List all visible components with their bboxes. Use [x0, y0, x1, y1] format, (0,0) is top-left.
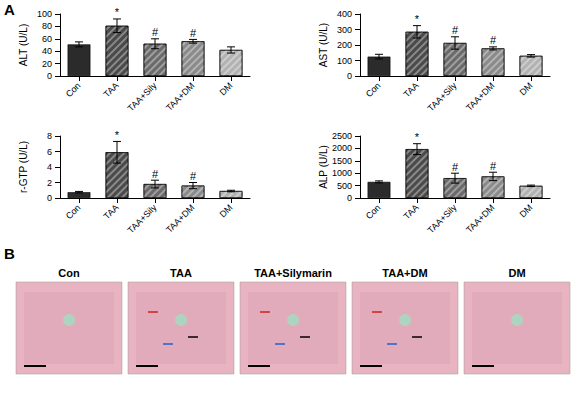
svg-text:#: # — [452, 161, 459, 173]
svg-text:A: A — [4, 1, 15, 18]
svg-text:B: B — [4, 245, 15, 262]
svg-text:#: # — [490, 160, 497, 172]
svg-text:TAA+DM: TAA+DM — [382, 267, 427, 279]
svg-text:DM: DM — [518, 202, 535, 219]
svg-text:60: 60 — [42, 34, 52, 44]
svg-text:Con: Con — [64, 202, 83, 221]
svg-text:TAA+Sily: TAA+Sily — [126, 80, 159, 113]
svg-text:AST (U/L): AST (U/L) — [318, 23, 329, 67]
svg-text:*: * — [115, 6, 120, 18]
svg-text:TAA+Sily: TAA+Sily — [426, 80, 459, 113]
svg-text:400: 400 — [337, 9, 352, 19]
svg-text:#: # — [452, 24, 459, 36]
svg-text:TAA+Silymarin: TAA+Silymarin — [254, 267, 332, 279]
svg-text:TAA+DM: TAA+DM — [464, 80, 497, 113]
svg-text:#: # — [190, 27, 197, 39]
svg-text:2500: 2500 — [332, 131, 352, 141]
svg-text:TAA: TAA — [102, 202, 121, 221]
svg-text:Con: Con — [364, 80, 383, 99]
svg-text:TAA+Sily: TAA+Sily — [426, 202, 459, 235]
svg-text:DM: DM — [218, 202, 235, 219]
svg-text:TAA: TAA — [102, 80, 121, 99]
svg-text:0: 0 — [347, 71, 352, 81]
svg-text:*: * — [115, 129, 120, 141]
svg-text:TAA: TAA — [402, 80, 421, 99]
svg-text:ALP (U/L): ALP (U/L) — [318, 145, 329, 189]
svg-text:*: * — [415, 131, 420, 143]
svg-text:Con: Con — [64, 80, 83, 99]
svg-text:0: 0 — [347, 193, 352, 203]
svg-text:0: 0 — [47, 71, 52, 81]
svg-text:#: # — [152, 26, 159, 38]
svg-text:8: 8 — [47, 131, 52, 141]
svg-text:100: 100 — [337, 56, 352, 66]
svg-text:*: * — [415, 13, 420, 25]
svg-text:2: 2 — [47, 178, 52, 188]
svg-text:#: # — [490, 34, 497, 46]
svg-text:500: 500 — [337, 181, 352, 191]
svg-text:80: 80 — [42, 21, 52, 31]
svg-text:TAA: TAA — [170, 267, 192, 279]
svg-text:TAA: TAA — [402, 202, 421, 221]
svg-text:Con: Con — [364, 202, 383, 221]
svg-text:DM: DM — [508, 267, 525, 279]
svg-text:6: 6 — [47, 147, 52, 157]
svg-text:#: # — [152, 168, 159, 180]
svg-text:DM: DM — [518, 80, 535, 97]
svg-text:0: 0 — [47, 193, 52, 203]
svg-text:#: # — [190, 170, 197, 182]
svg-text:r-GTP (U/L): r-GTP (U/L) — [18, 141, 29, 193]
svg-text:TAA+DM: TAA+DM — [464, 202, 497, 235]
svg-text:TAA+DM: TAA+DM — [164, 80, 197, 113]
svg-text:40: 40 — [42, 46, 52, 56]
svg-text:DM: DM — [218, 80, 235, 97]
svg-text:1000: 1000 — [332, 168, 352, 178]
svg-text:TAA+Sily: TAA+Sily — [126, 202, 159, 235]
svg-text:1500: 1500 — [332, 156, 352, 166]
svg-text:2000: 2000 — [332, 143, 352, 153]
svg-text:Con: Con — [58, 267, 80, 279]
svg-text:100: 100 — [37, 9, 52, 19]
svg-text:TAA+DM: TAA+DM — [164, 202, 197, 235]
svg-text:20: 20 — [42, 59, 52, 69]
svg-text:ALT (U/L): ALT (U/L) — [18, 24, 29, 66]
svg-text:200: 200 — [337, 40, 352, 50]
svg-text:4: 4 — [47, 162, 52, 172]
svg-text:300: 300 — [337, 25, 352, 35]
